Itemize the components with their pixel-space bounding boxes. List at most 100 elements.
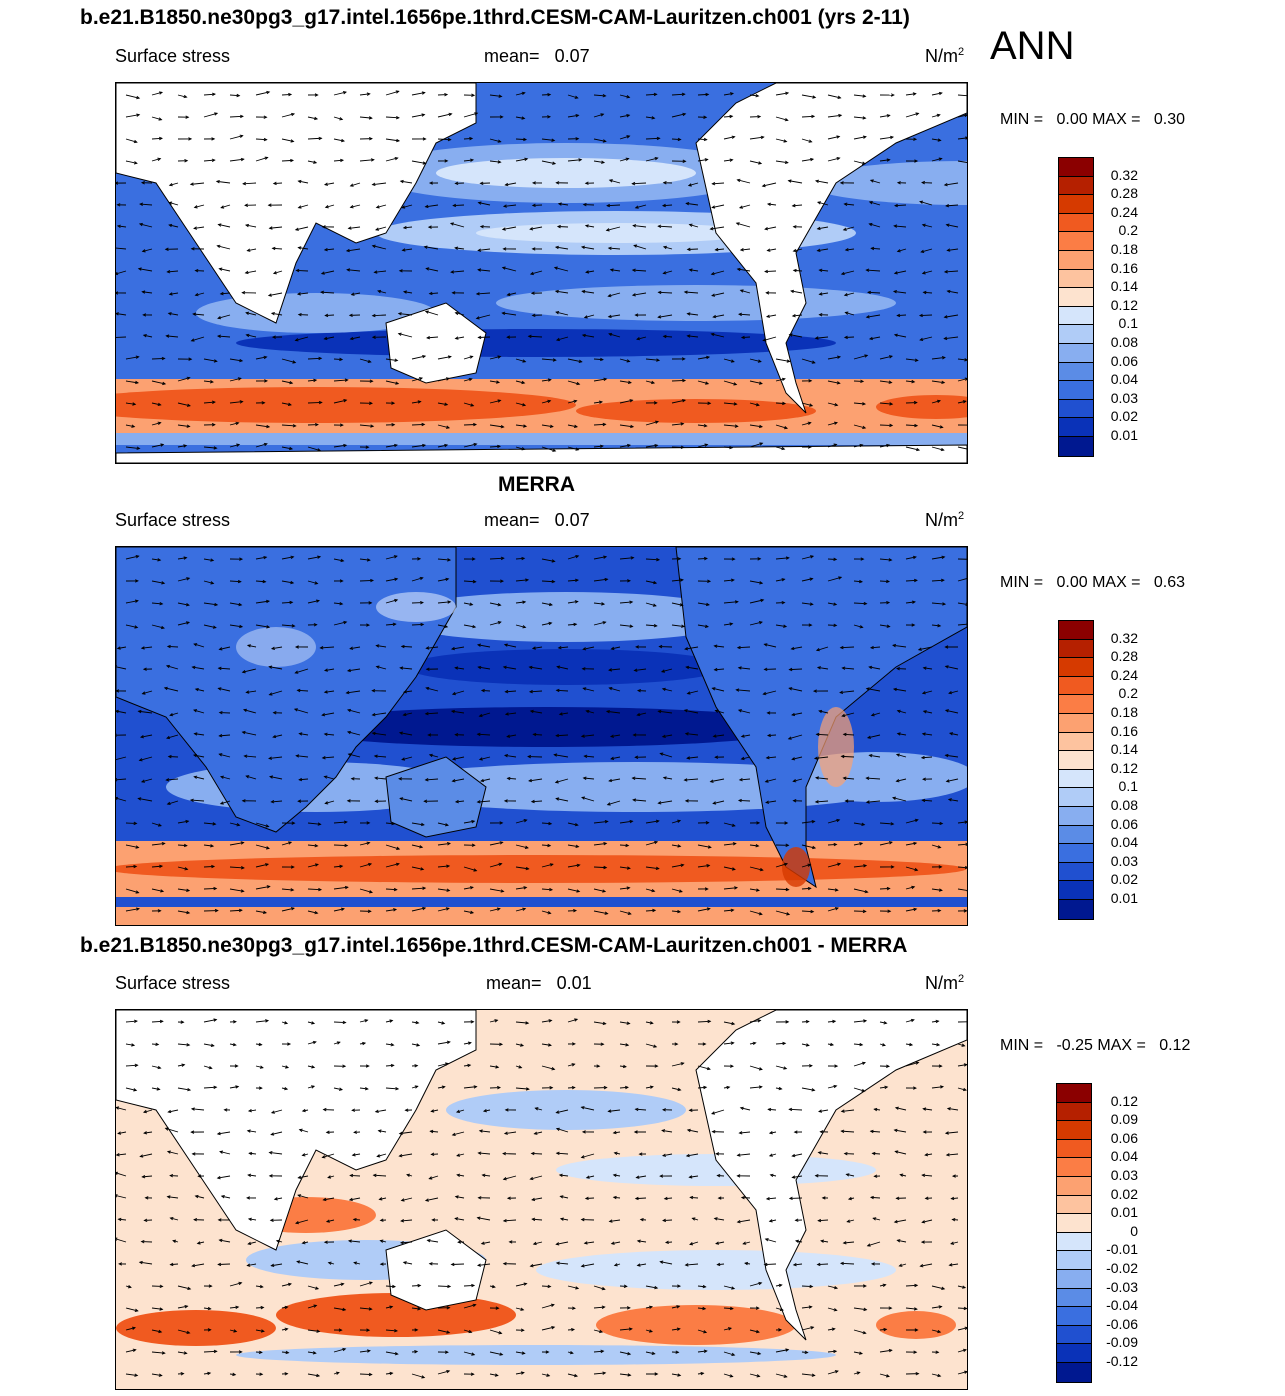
panel-3-variable: Surface stress [115, 973, 231, 993]
colorbar-label: -0.04 [1106, 1297, 1138, 1314]
colorbar-box [1059, 769, 1093, 789]
panel-3-minmax: MIN = -0.25 MAX = 0.12 [1000, 1037, 1190, 1055]
colorbar-box [1059, 788, 1093, 807]
colorbar-box [1059, 676, 1093, 696]
wind-vector-field [116, 1018, 967, 1379]
colorbar-box [1059, 213, 1093, 233]
panel-2-units-exp: 2 [958, 510, 965, 522]
colorbar-label: 0.12 [1110, 1092, 1138, 1109]
colorbar-label: -0.09 [1106, 1334, 1138, 1351]
colorbar-label: 0.12 [1110, 296, 1138, 313]
colorbar-box [1059, 418, 1093, 437]
colorbar-box [1057, 1269, 1091, 1289]
panel-2-units: N/m2 [925, 510, 964, 531]
panel-2-title: MERRA [498, 473, 575, 496]
colorbar-label: 0.01 [1110, 1204, 1138, 1221]
colorbar-box [1059, 806, 1093, 826]
panel-2-min-value: 0.00 [1056, 574, 1088, 591]
colorbar-label: 0.04 [1110, 1148, 1138, 1165]
panel-1-mean: mean= 0.07 [484, 46, 590, 67]
colorbar-label: 0.16 [1110, 259, 1138, 276]
colorbar-box [1059, 362, 1093, 382]
colorbar-box [1057, 1084, 1091, 1103]
panel-1-minmax: MIN = 0.00 MAX = 0.30 [1000, 111, 1185, 129]
panel-1-map-svg [116, 83, 967, 463]
panel-2-min-label: MIN = [1000, 574, 1044, 591]
panel-3-mean-label: mean= [486, 973, 542, 993]
colorbar-box [1057, 1307, 1091, 1326]
colorbar-label: 0.03 [1110, 1167, 1138, 1183]
panel-2-max-label: MAX = [1092, 574, 1141, 591]
colorbar-box [1059, 621, 1093, 640]
colorbar-label: 0.03 [1110, 852, 1138, 869]
panel-2-minmax: MIN = 0.00 MAX = 0.63 [1000, 574, 1185, 592]
colorbar-label: 0.02 [1110, 408, 1138, 425]
colorbar-box [1059, 732, 1093, 752]
colorbar-box [1059, 862, 1093, 882]
panel-3-min-label: MIN = [1000, 1037, 1044, 1054]
colorbar-box [1057, 1176, 1091, 1196]
colorbar-box [1057, 1139, 1091, 1159]
colorbar-box [1059, 325, 1093, 344]
panel-3-mean: mean= 0.01 [486, 973, 592, 994]
panel-3-min-value: -0.25 [1056, 1037, 1093, 1054]
colorbar-label: 0.06 [1110, 1129, 1138, 1146]
colorbar-label: 0.08 [1110, 797, 1138, 813]
panel-2-units-base: N/m [925, 510, 958, 530]
panel-1-min-value: 0.00 [1056, 111, 1088, 128]
wind-vector-field [116, 90, 967, 452]
panel-3-max-value: 0.12 [1159, 1037, 1191, 1054]
colorbar-box [1059, 825, 1093, 845]
colorbar-box [1057, 1232, 1091, 1252]
colorbar-label: 0.18 [1110, 241, 1138, 257]
colorbar-label: 0.01 [1110, 890, 1138, 906]
panel-1-mean-label: mean= [484, 46, 540, 66]
colorbar-box [1059, 899, 1093, 919]
panel-2-variable: Surface stress [115, 510, 231, 530]
colorbar-label: 0.01 [1110, 427, 1138, 443]
season-label: ANN [990, 24, 1075, 68]
panel-1-max-label: MAX = [1092, 111, 1141, 128]
colorbar-box [1059, 881, 1093, 900]
colorbar-label: 0.1 [1118, 315, 1138, 332]
panel-3-mean-value: 0.01 [556, 973, 592, 993]
colorbar-label: 0.1 [1118, 778, 1138, 795]
colorbar-box [1057, 1158, 1091, 1177]
colorbar-label: -0.02 [1106, 1260, 1138, 1276]
colorbar-box [1059, 343, 1093, 363]
colorbar-box [1057, 1362, 1091, 1382]
colorbar-box [1057, 1102, 1091, 1122]
panel-1-min-label: MIN = [1000, 111, 1044, 128]
panel-1-title: b.e21.B1850.ne30pg3_g17.intel.1656pe.1th… [80, 6, 910, 29]
colorbar-label: 0.24 [1110, 666, 1138, 683]
colorbar-label: 0.16 [1110, 722, 1138, 739]
panel-3-map [115, 1009, 968, 1390]
colorbar-label: 0.02 [1110, 1185, 1138, 1202]
colorbar-box [1057, 1325, 1091, 1345]
colorbar-box [1059, 232, 1093, 251]
panel-3-title: b.e21.B1850.ne30pg3_g17.intel.1656pe.1th… [80, 934, 908, 957]
colorbar-label: 0.04 [1110, 834, 1138, 851]
panel-2-map-svg [116, 547, 967, 925]
colorbar-box [1059, 269, 1093, 289]
colorbar-box [1059, 844, 1093, 863]
panel-2-mean-label: mean= [484, 510, 540, 530]
colorbar-box [1059, 436, 1093, 456]
colorbar-label: 0.09 [1110, 1111, 1138, 1128]
panel-1-mean-value: 0.07 [554, 46, 590, 66]
panel-1-units-exp: 2 [958, 46, 965, 58]
colorbar-label: -0.06 [1106, 1315, 1138, 1332]
colorbar-box [1057, 1214, 1091, 1233]
colorbar-label: -0.03 [1106, 1278, 1138, 1295]
colorbar-label: 0.04 [1110, 371, 1138, 388]
panel-1-variable: Surface stress [115, 46, 231, 66]
colorbar-box [1057, 1251, 1091, 1270]
colorbar-label: 0.02 [1110, 871, 1138, 888]
panel-3-units-base: N/m [925, 973, 958, 993]
colorbar-label: 0.03 [1110, 389, 1138, 406]
panel-2-colorbar [1058, 620, 1094, 920]
colorbar-box [1059, 658, 1093, 677]
colorbar-box [1059, 713, 1093, 733]
colorbar-box [1057, 1195, 1091, 1215]
colorbar-label: 0.06 [1110, 352, 1138, 369]
